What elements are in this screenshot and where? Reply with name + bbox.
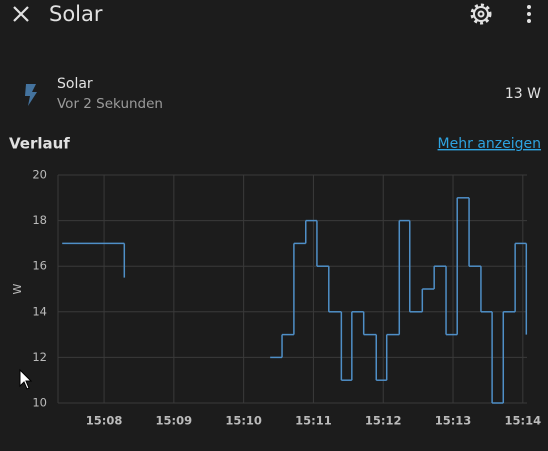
x-tick-label: 15:12 <box>365 414 402 428</box>
x-tick-label: 15:14 <box>505 414 542 428</box>
x-tick-label: 15:13 <box>435 414 472 428</box>
entity-state: 13 W <box>505 86 541 102</box>
x-tick-label: 15:09 <box>156 414 193 428</box>
history-title: Verlauf <box>9 135 70 153</box>
y-tick-label: 20 <box>32 168 47 182</box>
y-tick-label: 12 <box>32 350 47 364</box>
y-tick-label: 16 <box>32 259 47 273</box>
menu-button[interactable] <box>527 5 531 23</box>
dialog-title: Solar <box>49 2 103 26</box>
y-axis-label: W <box>11 283 24 294</box>
y-tick-label: 18 <box>32 213 47 227</box>
settings-button[interactable] <box>470 3 492 25</box>
x-tick-label: 15:10 <box>225 414 262 428</box>
plot: 10 12 14 16 18 20 15:08 15:09 15:10 15:11 15:12 15:… <box>32 168 541 428</box>
y-tick-label: 10 <box>32 396 47 410</box>
last-changed: Vor 2 Sekunden <box>57 96 163 112</box>
more-link[interactable]: Mehr anzeigen <box>438 136 541 152</box>
x-tick-label: 15:08 <box>86 414 123 428</box>
close-button[interactable] <box>13 6 29 22</box>
entity-icon <box>25 84 37 106</box>
y-tick-label: 14 <box>32 304 47 318</box>
mouse-cursor <box>19 368 33 390</box>
x-tick-label: 15:11 <box>295 414 332 428</box>
entity-name: Solar <box>57 76 93 92</box>
